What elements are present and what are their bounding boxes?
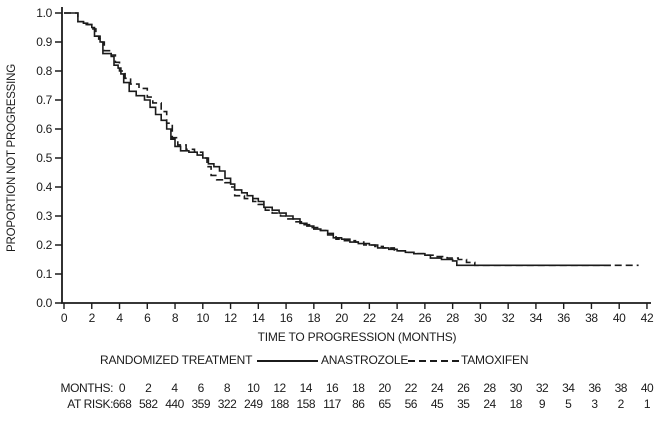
risk-at-risk-value: 35 (457, 397, 470, 411)
risk-at-risk-value: 5 (565, 397, 572, 411)
risk-at-risk-value: 1 (643, 397, 651, 411)
x-tick-label: 16 (279, 311, 293, 325)
risk-months-value: 12 (273, 381, 286, 395)
tamoxifen-curve (64, 12, 639, 267)
risk-months-value: 26 (457, 381, 470, 395)
y-tick-label: 1.0 (36, 6, 52, 20)
legend-label-tamoxifen: TAMOXIFEN (461, 353, 529, 367)
y-tick-label: 0.9 (36, 35, 52, 49)
x-tick-label: 10 (196, 311, 210, 325)
risk-months-value: 4 (171, 381, 178, 395)
tick-marks (55, 12, 648, 309)
x-tick-label: 36 (557, 311, 571, 325)
x-tick-label: 22 (362, 311, 376, 325)
risk-at-risk-value: 56 (404, 397, 418, 411)
y-tick-label: 0.6 (36, 122, 52, 136)
x-tick-label: 24 (390, 311, 404, 325)
risk-months-value: 16 (325, 381, 339, 395)
x-tick-label: 4 (116, 311, 123, 325)
x-tick-label: 14 (251, 311, 265, 325)
risk-at-risk-value: 440 (165, 397, 184, 411)
y-tick-label: 0.1 (36, 267, 52, 281)
x-tick-label: 2 (88, 311, 96, 325)
y-tick-label: 0.8 (36, 64, 52, 78)
risk-at-risk-value: 3 (591, 397, 598, 411)
risk-months-value: 22 (404, 381, 418, 395)
x-tick-label: 42 (640, 311, 654, 325)
risk-months-value: 20 (378, 381, 391, 395)
risk-at-risk-value: 249 (243, 397, 263, 411)
x-tick-label: 8 (171, 311, 179, 325)
x-tick-label: 30 (474, 311, 487, 325)
legend-title: RANDOMIZED TREATMENT (100, 353, 253, 367)
x-tick-label: 20 (335, 311, 348, 325)
risk-months-value: 10 (247, 381, 260, 395)
risk-at-risk-value: 65 (378, 397, 391, 411)
risk-at-risk-value: 359 (191, 397, 211, 411)
x-tick-label: 38 (585, 311, 598, 325)
y-tick-label: 0.5 (36, 151, 52, 165)
x-tick-label: 18 (307, 311, 321, 325)
anastrozole-line-sample-icon (257, 360, 318, 362)
risk-months-value: 6 (197, 381, 205, 395)
risk-at-risk-value: 24 (483, 397, 496, 411)
risk-months-value: 2 (145, 381, 152, 395)
risk-months-value: 0 (118, 381, 126, 395)
x-tick-label: 6 (144, 311, 151, 325)
x-tick-label: 0 (60, 311, 68, 325)
axis-lines (61, 7, 651, 304)
risk-at-risk-value: 322 (217, 397, 237, 411)
y-tick-label: 0.0 (36, 296, 52, 310)
risk-at-risk-value: 2 (617, 397, 625, 411)
x-tick-label: 26 (418, 311, 432, 325)
y-tick-label: 0.7 (36, 93, 52, 107)
risk-at-risk-label: AT RISK: (67, 397, 113, 411)
risk-months-value: 32 (535, 381, 549, 395)
risk-months-value: 24 (430, 381, 444, 395)
x-tick-label: 32 (501, 311, 515, 325)
risk-months-value: 8 (223, 381, 231, 395)
x-axis-title: TIME TO PROGRESSION (MONTHS) (257, 330, 457, 344)
risk-months-value: 38 (614, 381, 628, 395)
risk-at-risk-value: 45 (430, 397, 444, 411)
y-tick-label: 0.4 (36, 180, 52, 194)
risk-at-risk-value: 582 (138, 397, 158, 411)
risk-months-value: 18 (352, 381, 365, 395)
risk-months-value: 14 (299, 381, 313, 395)
risk-months-value: 34 (562, 381, 575, 395)
legend-label-anastrozole: ANASTROZOLE (321, 353, 409, 367)
x-tick-label: 34 (529, 311, 543, 325)
risk-months-value: 36 (588, 381, 601, 395)
risk-months-value: 28 (483, 381, 496, 395)
risk-months-value: 40 (640, 381, 654, 395)
risk-at-risk-value: 668 (112, 397, 132, 411)
risk-months-label: MONTHS: (60, 381, 113, 395)
risk-at-risk-value: 18 (509, 397, 523, 411)
x-tick-label: 40 (612, 311, 626, 325)
legend: RANDOMIZED TREATMENT ANASTROZOLE TAMOXIF… (0, 353, 671, 369)
risk-at-risk-value: 86 (352, 397, 365, 411)
y-tick-label: 0.2 (36, 238, 52, 252)
risk-at-risk-value: 188 (270, 397, 289, 411)
tamoxifen-line-sample-icon (408, 360, 460, 362)
risk-at-risk-value: 117 (323, 397, 341, 411)
y-tick-label: 0.3 (36, 209, 52, 223)
risk-at-risk-value: 158 (296, 397, 316, 411)
risk-months-value: 30 (509, 381, 523, 395)
risk-at-risk-value: 9 (538, 397, 546, 411)
x-tick-label: 12 (224, 311, 237, 325)
anastrozole-curve (64, 12, 611, 267)
x-tick-label: 28 (446, 311, 459, 325)
